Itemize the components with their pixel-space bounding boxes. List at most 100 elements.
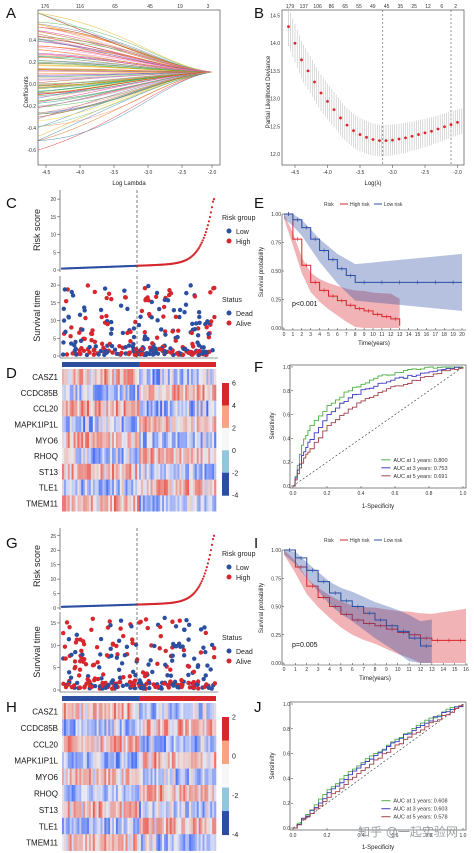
heat-cell	[210, 479, 213, 496]
km-xtick-label: 15	[452, 667, 458, 673]
legend-dead-dot	[226, 310, 232, 316]
roc-ytick-label: 1.0	[283, 702, 290, 708]
heat-cell	[183, 735, 186, 753]
heat-cell	[192, 369, 196, 386]
heat-cell	[88, 703, 92, 720]
heat-cell	[108, 384, 111, 401]
heat-cell	[135, 834, 138, 851]
survival-point	[77, 667, 83, 672]
heat-cell	[208, 719, 211, 737]
heat-cell	[204, 817, 207, 835]
heat-cell	[96, 369, 99, 386]
heat-cell	[117, 432, 121, 449]
heat-cell	[214, 416, 217, 433]
heat-cell	[129, 735, 132, 753]
heat-cell	[144, 479, 147, 496]
survival-point	[108, 331, 114, 336]
survival-point	[126, 351, 132, 357]
heat-cell	[135, 463, 138, 480]
heat-cell	[175, 416, 178, 433]
survival-point	[186, 622, 192, 628]
survival-point	[109, 326, 114, 332]
heat-cell	[171, 719, 174, 737]
heat-cell	[88, 834, 92, 851]
heat-cell	[190, 416, 194, 433]
risk-ytick-label: 5	[53, 250, 56, 256]
heat-cell	[121, 463, 124, 480]
roc-xtick-label: 0.2	[324, 833, 331, 839]
heat-cell	[110, 785, 113, 802]
heat-cell	[150, 834, 153, 851]
heat-cell	[112, 369, 115, 386]
heat-cell	[158, 785, 161, 802]
heat-cell	[113, 752, 117, 769]
heat-cell	[181, 834, 184, 851]
survival-point	[66, 637, 72, 642]
heat-cell	[83, 369, 86, 386]
heat-cell	[125, 752, 128, 769]
heat-cell	[77, 432, 80, 449]
heat-cell	[142, 400, 146, 417]
survival-point	[130, 637, 135, 642]
risk-point	[196, 248, 199, 251]
heat-cell	[198, 801, 201, 819]
heat-cell	[83, 432, 86, 449]
heat-cell	[177, 834, 180, 851]
risk-point	[212, 534, 216, 537]
heat-cell	[67, 752, 70, 769]
heat-cell	[204, 752, 207, 769]
heat-cell	[148, 785, 151, 802]
heat-cell	[129, 801, 132, 819]
heat-cell	[100, 719, 103, 737]
survival-point	[192, 326, 197, 332]
heat-cell	[142, 719, 146, 737]
heat-cell	[62, 495, 65, 512]
heat-cell	[158, 384, 161, 401]
heat-cell	[160, 768, 163, 786]
survival-point	[173, 624, 179, 629]
heat-cell	[83, 400, 86, 417]
heat-cell	[92, 834, 96, 851]
heat-cell	[144, 785, 147, 802]
km-ytick-label: 0.75	[271, 241, 281, 247]
panel-e-xlabel: Time(years)	[358, 341, 390, 347]
heat-cell	[87, 768, 90, 786]
heat-cell	[204, 369, 207, 386]
heat-cell	[164, 817, 167, 835]
survival-point	[122, 295, 128, 300]
heat-cell	[183, 432, 186, 449]
survival-point	[98, 636, 104, 642]
survival-point	[107, 619, 112, 624]
heat-cell	[133, 768, 136, 786]
heat-cell	[146, 768, 149, 786]
heat-cell	[119, 463, 122, 480]
heat-cell	[102, 384, 105, 401]
risk-ytick-label: 0	[53, 606, 56, 612]
heat-cell	[154, 752, 157, 769]
heat-cell	[185, 448, 188, 465]
heat-cell	[90, 463, 94, 480]
heat-cell	[156, 463, 159, 480]
panel-f-ylabel: Sensitivity	[270, 412, 276, 439]
heat-cell	[81, 735, 84, 753]
roc-xtick-label: 0.6	[392, 833, 399, 839]
panel-a: 176 116 65 45 19 3 -4.5 -4.0 -3.5 -3.0 -2.5 -2.0 0…	[24, 4, 221, 187]
km-ytick-label: 1.00	[271, 548, 281, 554]
heat-cell	[73, 448, 76, 465]
heat-cell	[133, 448, 136, 465]
heat-cell	[196, 479, 199, 496]
heat-cell	[183, 703, 186, 720]
survival-point	[115, 652, 120, 657]
survival-point	[80, 652, 85, 657]
coef-path	[37, 71, 213, 114]
heat-cell	[173, 479, 176, 496]
roc-legend-label: AUC at 1 years: 0.608	[393, 799, 447, 805]
survival-point	[72, 659, 78, 664]
survival-point	[108, 646, 113, 652]
heat-cell	[133, 495, 136, 512]
heat-cell	[162, 735, 165, 753]
survival-point	[130, 669, 136, 674]
heat-cell	[123, 384, 126, 401]
heat-cell	[63, 703, 67, 720]
